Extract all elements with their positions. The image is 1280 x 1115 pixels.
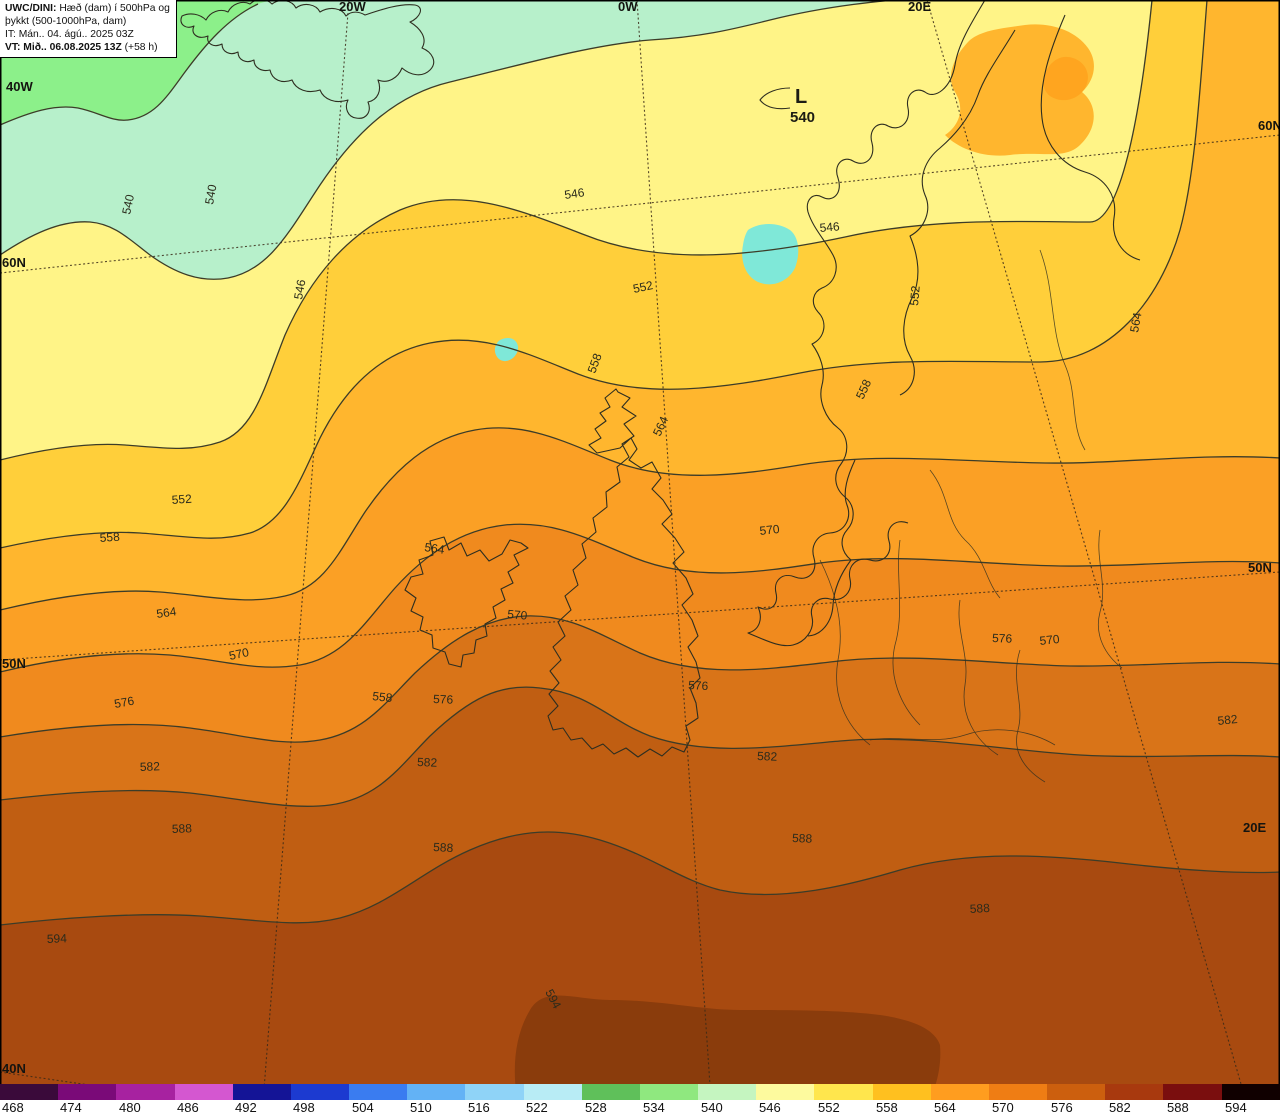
svg-text:546: 546 [819, 219, 840, 235]
svg-text:20E: 20E [908, 0, 931, 14]
svg-text:60N: 60N [2, 255, 26, 270]
svg-text:546: 546 [563, 185, 585, 202]
svg-text:570: 570 [507, 607, 528, 623]
svg-text:50N: 50N [2, 656, 26, 671]
svg-text:50N: 50N [1248, 560, 1272, 575]
svg-text:558: 558 [99, 530, 120, 545]
svg-text:0W: 0W [618, 0, 638, 14]
svg-text:570: 570 [759, 522, 781, 538]
svg-text:552: 552 [171, 492, 192, 507]
svg-text:582: 582 [140, 759, 161, 774]
svg-text:576: 576 [433, 692, 454, 707]
svg-text:570: 570 [1039, 632, 1061, 648]
svg-text:564: 564 [155, 604, 177, 621]
svg-text:576: 576 [992, 631, 1013, 646]
svg-text:20W: 20W [339, 0, 366, 14]
svg-text:588: 588 [433, 840, 454, 855]
svg-text:40N: 40N [2, 1061, 26, 1076]
svg-text:594: 594 [47, 931, 68, 946]
svg-text:588: 588 [172, 821, 193, 836]
svg-text:582: 582 [757, 749, 778, 764]
svg-text:582: 582 [1217, 712, 1239, 728]
svg-text:L: L [795, 86, 807, 108]
svg-text:558: 558 [372, 689, 394, 705]
svg-text:564: 564 [424, 540, 446, 557]
svg-text:60N: 60N [1258, 118, 1280, 133]
svg-text:40W: 40W [6, 79, 33, 94]
svg-text:588: 588 [792, 831, 813, 846]
svg-text:20E: 20E [1243, 820, 1266, 835]
svg-text:540: 540 [790, 109, 815, 126]
svg-text:582: 582 [417, 755, 438, 770]
svg-text:588: 588 [969, 901, 990, 916]
